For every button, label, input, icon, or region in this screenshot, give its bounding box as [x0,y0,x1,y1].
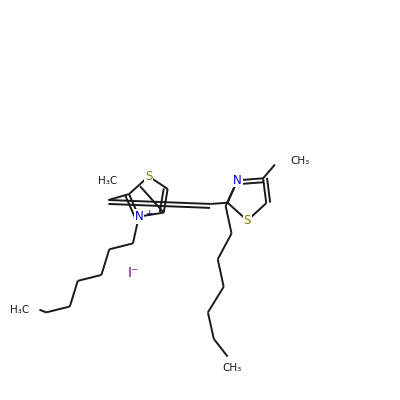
Text: S: S [145,170,152,183]
Text: CH₃: CH₃ [222,362,241,372]
Text: CH₃: CH₃ [291,156,310,166]
Text: N: N [134,210,143,223]
Text: H₃C: H₃C [98,176,117,186]
Text: +: + [145,209,152,218]
Text: N: N [233,174,242,187]
Text: I⁻: I⁻ [127,266,139,280]
Text: S: S [244,214,251,227]
Text: H₃C: H₃C [10,305,30,315]
